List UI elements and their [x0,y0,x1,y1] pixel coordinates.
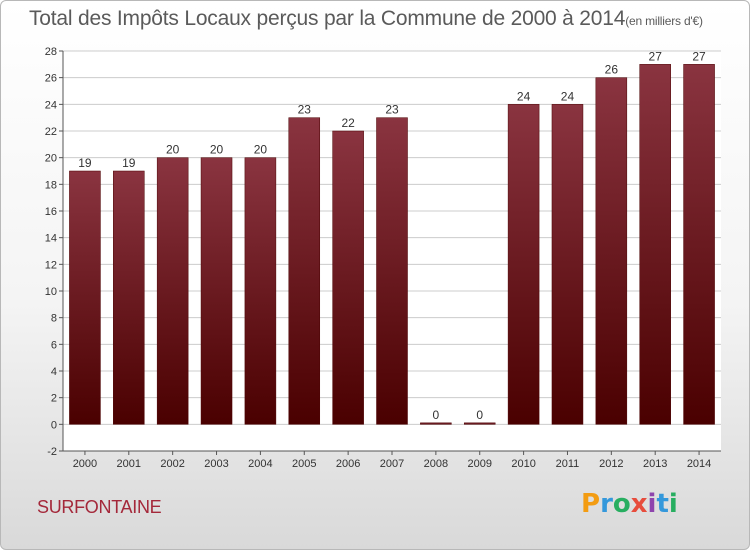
x-tick-label-2014: 2014 [687,458,711,470]
x-tick-label-2012: 2012 [599,458,623,470]
value-label-2006: 22 [341,116,355,130]
bar-2004 [244,157,277,425]
bar-2014 [683,64,715,425]
bar-2012 [595,77,628,425]
bar-2008 [420,422,452,425]
y-tick-label: 16 [45,206,57,218]
x-tick-label-2002: 2002 [160,458,184,470]
value-label-2012: 26 [605,63,619,77]
x-tick-label-2000: 2000 [73,458,97,470]
y-tick-label: 6 [51,339,57,351]
x-tick-label-2007: 2007 [380,458,404,470]
y-tick-label: 0 [51,419,57,431]
bar-2006 [332,130,364,425]
value-label-2010: 24 [517,89,531,103]
y-tick-label: 14 [45,233,57,245]
y-tick-label: 26 [45,73,57,85]
y-tick-label: 22 [45,126,57,138]
logo-letter: t [656,489,669,519]
x-tick-label-2003: 2003 [204,458,228,470]
value-label-2014: 27 [692,49,706,63]
value-label-2005: 23 [298,103,312,117]
bar-2005 [288,117,321,425]
x-tick-label-2008: 2008 [424,458,448,470]
bar-2000 [69,170,101,425]
value-label-2000: 19 [78,156,92,170]
logo-letter: r [600,489,613,519]
x-tick-label-2004: 2004 [248,458,272,470]
x-tick-label-2011: 2011 [556,458,580,470]
y-tick-label: 28 [45,46,57,58]
y-tick-label: 2 [51,393,57,405]
bar-2002 [156,157,189,425]
value-label-2004: 20 [254,143,268,157]
y-tick-label: 4 [51,366,57,378]
x-tick-label-2001: 2001 [117,458,141,470]
x-tick-label-2013: 2013 [643,458,667,470]
y-tick-label: -2 [47,446,57,458]
x-tick-label-2005: 2005 [292,458,316,470]
y-tick-label: 12 [45,259,57,271]
logo-letter: x [630,489,648,519]
x-tick-label-2006: 2006 [336,458,360,470]
y-tick-label: 10 [45,286,57,298]
value-label-2009: 0 [476,408,483,422]
bar-2003 [200,157,233,425]
value-label-2001: 19 [122,156,136,170]
chart-title-unit: (en milliers d'€) [625,14,703,28]
value-label-2011: 24 [561,89,575,103]
bar-2011 [551,104,584,425]
bar-2007 [376,117,408,425]
proxiti-logo: Proxiti [581,489,678,519]
logo-letter: P [581,489,601,519]
value-label-2008: 0 [433,408,440,422]
bar-2010 [507,104,540,425]
y-tick-label: 8 [51,313,57,325]
x-tick-label-2009: 2009 [467,458,491,470]
value-label-2013: 27 [649,49,663,63]
chart-title: Total des Impôts Locaux perçus par la Co… [29,7,703,31]
y-tick-label: 20 [45,153,57,165]
value-label-2002: 20 [166,143,180,157]
logo-letter: i [668,489,678,519]
value-label-2007: 23 [385,103,399,117]
logo-letter: o [612,489,631,519]
bar-2013 [639,64,671,425]
commune-name: SURFONTAINE [37,497,162,517]
y-tick-label: 24 [45,99,57,111]
bar-2009 [463,422,496,425]
logo-letter: i [647,489,657,519]
chart-title-text: Total des Impôts Locaux perçus par la Co… [29,7,626,30]
y-tick-label: 18 [45,179,57,191]
x-tick-label-2010: 2010 [511,458,535,470]
bar-2001 [113,170,145,425]
value-label-2003: 20 [210,143,224,157]
